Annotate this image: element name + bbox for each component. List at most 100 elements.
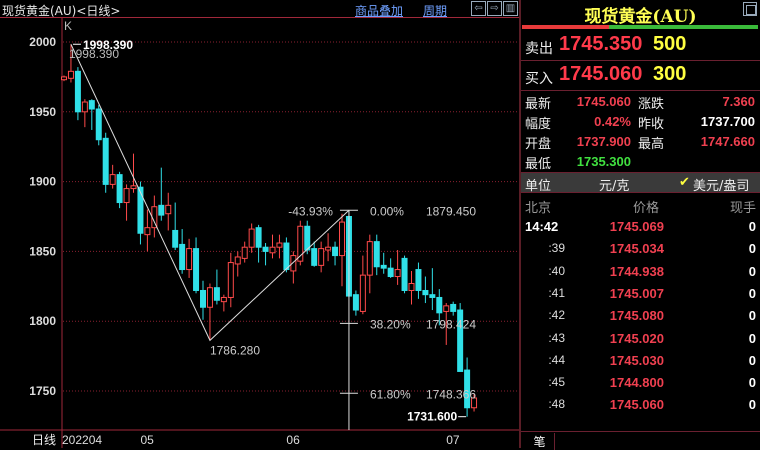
tick-row: :42 1745.080 0 (521, 308, 760, 328)
candle (241, 241, 248, 263)
prev-arrow-icon[interactable]: ⇦ (471, 1, 486, 16)
stat-value: 1747.660 (700, 134, 755, 149)
candle-body (61, 76, 67, 81)
candle (116, 171, 123, 209)
unit-option-usd-oz[interactable]: 美元/盎司 (693, 179, 750, 194)
candle-body (255, 227, 262, 248)
candle-body (401, 257, 408, 291)
tick-price: 1745.020 (609, 330, 664, 346)
high-label: 1998.390 (83, 38, 133, 52)
candle (318, 241, 325, 273)
candle (290, 251, 297, 284)
candle-body (304, 225, 311, 251)
candle (81, 99, 88, 128)
candle-body (380, 264, 387, 269)
candle (193, 237, 200, 294)
tick-price: 1745.060 (609, 397, 664, 413)
candle (67, 44, 74, 83)
tab-trades[interactable]: 笔 (525, 433, 555, 450)
tick-volume: 0 (748, 263, 756, 279)
candle (95, 104, 102, 146)
y-tick-label: 1900 (29, 175, 56, 189)
tick-price: 1744.800 (609, 375, 664, 391)
candle-body (179, 243, 186, 271)
tick-row: 14:42 1745.069 0 (521, 219, 760, 239)
stat-label: 幅度 (525, 117, 552, 132)
panel-title: 现货黄金(AU) (584, 7, 697, 27)
candle-body (443, 305, 450, 312)
candle-body (366, 241, 373, 276)
maximize-icon[interactable] (743, 2, 757, 16)
candle (283, 237, 290, 273)
candle (248, 223, 255, 253)
candle-body (200, 289, 206, 308)
unit-row: 单位 元/克 ✔ 美元/盎司 (521, 172, 760, 194)
candle-body (352, 294, 359, 311)
stat-value: 1737.900 (576, 134, 631, 149)
candle-body (213, 287, 220, 301)
candle-body (471, 397, 478, 409)
tick-time: :42 (548, 308, 565, 323)
candle (102, 132, 109, 193)
candle-body (325, 246, 332, 251)
candle (408, 270, 415, 305)
y-tick-label: 1950 (29, 105, 56, 119)
candle-body (457, 309, 464, 372)
candle-body (332, 246, 339, 257)
x-tick-label: 06 (286, 433, 300, 447)
candle (359, 255, 366, 315)
candle (262, 243, 269, 266)
candle-body (109, 174, 116, 185)
layout-toggle-icon[interactable]: ▥ (503, 1, 518, 16)
candle (213, 269, 220, 305)
stat-label: 涨跌 (638, 97, 665, 112)
time-header: 北京 (525, 201, 552, 216)
indicator-label: K (64, 19, 72, 33)
candle (172, 202, 179, 251)
candle (387, 258, 394, 278)
candle (151, 195, 158, 238)
buy-price: 1745.060 (559, 63, 643, 85)
candle (255, 224, 262, 263)
candle (332, 241, 339, 266)
unit-option-yuan-gram[interactable]: 元/克 (599, 179, 630, 194)
next-arrow-icon[interactable]: ⇨ (487, 1, 502, 16)
candle (443, 303, 450, 345)
candle-body (387, 267, 394, 278)
candle (380, 252, 387, 274)
candle-body (186, 248, 193, 271)
fibonacci-value: 1798.424 (426, 317, 476, 331)
candle (165, 192, 172, 231)
candle (422, 276, 429, 304)
candle (450, 301, 457, 316)
quote-panel: 现货黄金(AU) 卖出 1745.350 500 买入 1745.060 300… (521, 0, 760, 450)
x-tick-label: 202204 (62, 433, 102, 447)
candle (471, 394, 478, 412)
tick-price: 1745.069 (609, 219, 664, 234)
candle-body (234, 256, 241, 265)
candle-body (248, 228, 255, 248)
candle (352, 290, 359, 316)
candle (227, 252, 234, 308)
stat-label: 最新 (525, 97, 552, 112)
buy-label: 买入 (525, 71, 553, 87)
candle-body (165, 204, 172, 215)
unit-label: 单位 (525, 179, 552, 194)
candle-body (137, 186, 144, 234)
period-link[interactable]: 周期 (423, 4, 448, 18)
candle-body (116, 174, 123, 204)
stat-value: 1735.300 (576, 154, 631, 169)
candle (61, 75, 67, 82)
overlay-link[interactable]: 商品叠加 (355, 4, 404, 18)
tick-row: :39 1745.034 0 (521, 241, 760, 261)
tick-time: :48 (548, 397, 565, 412)
sell-volume: 500 (653, 33, 687, 55)
candle-body (88, 100, 95, 110)
panel-divider[interactable] (519, 0, 521, 448)
candle (109, 164, 116, 189)
candle (130, 153, 137, 193)
tick-volume: 0 (748, 375, 756, 391)
candle (144, 209, 151, 252)
tick-time: :44 (548, 352, 565, 367)
